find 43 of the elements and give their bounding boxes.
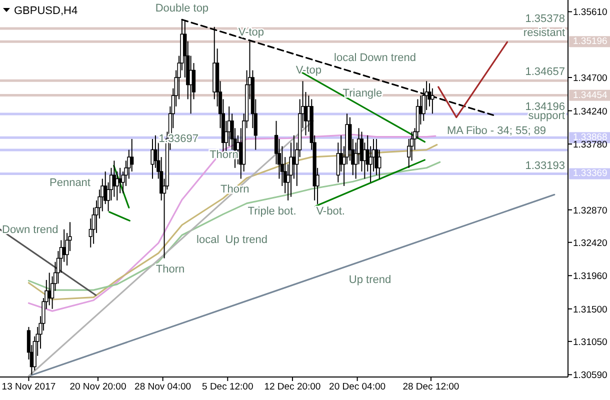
y-tick-label: 1.32420 — [573, 238, 608, 249]
annotation: V-bot. — [316, 205, 345, 218]
annotation: Thorn — [156, 263, 185, 276]
candlestick — [115, 171, 119, 201]
text: GBPUSD,H4 — [14, 5, 78, 17]
x-tick-label: 28 Dec 12:00 — [402, 382, 460, 392]
x-tick-label: 12 Dec 20:00 — [264, 382, 321, 392]
y-tick-label: 1.30590 — [573, 370, 608, 382]
x-tick-label: 13 Nov 2017 — [2, 382, 56, 392]
annotation: Up trend — [348, 274, 392, 286]
candlestick — [374, 138, 378, 176]
annotation: Pennant — [50, 177, 90, 189]
annotation: Triangle — [342, 87, 382, 100]
annotation: support — [528, 110, 565, 122]
annotation: Double top — [155, 2, 209, 15]
x-tick-label: 20 Nov 20:00 — [70, 382, 126, 392]
annotation: resistant — [523, 27, 565, 39]
annotation: V-top — [296, 64, 322, 76]
annotation: 1.35378 — [525, 13, 565, 25]
annotation: 1.34657 — [525, 66, 565, 78]
x-tick-label: 28 Nov 04:00 — [134, 382, 192, 392]
annotation: MA Fibo - 34; 55; 89 — [447, 125, 546, 137]
annotation: local Up trend — [196, 234, 268, 246]
candlestick — [130, 138, 134, 172]
x-tick-label: 20 Dec 04:00 — [329, 382, 386, 392]
annotation: Triple bot. — [248, 205, 296, 218]
annotation: 1.33193 — [525, 160, 565, 172]
annotation: 1.34196 — [525, 101, 565, 113]
y-tick-label: 1.31960 — [573, 271, 608, 282]
annotation: V-top — [238, 26, 264, 39]
y-tick-label: 1.32870 — [573, 205, 608, 216]
candlestick — [112, 160, 116, 198]
x-tick-label: 5 Dec 12:00 — [202, 382, 254, 392]
y-tick-label: 1.35610 — [573, 7, 608, 18]
ref-line-label: 1.34454 — [573, 90, 608, 101]
y-tick-label: 1.31500 — [573, 304, 608, 316]
y-tick-label: 1.34240 — [573, 106, 608, 118]
annotation: local Down trend — [334, 52, 416, 64]
annotation: Down trend — [2, 224, 58, 236]
candlestick — [378, 149, 382, 180]
y-tick-label: 1.31050 — [573, 336, 608, 348]
ref-line-label: 1.35196 — [573, 36, 608, 48]
y-tick-label: 1.34700 — [573, 73, 608, 84]
